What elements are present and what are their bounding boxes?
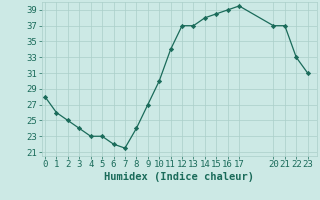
X-axis label: Humidex (Indice chaleur): Humidex (Indice chaleur) — [104, 172, 254, 182]
